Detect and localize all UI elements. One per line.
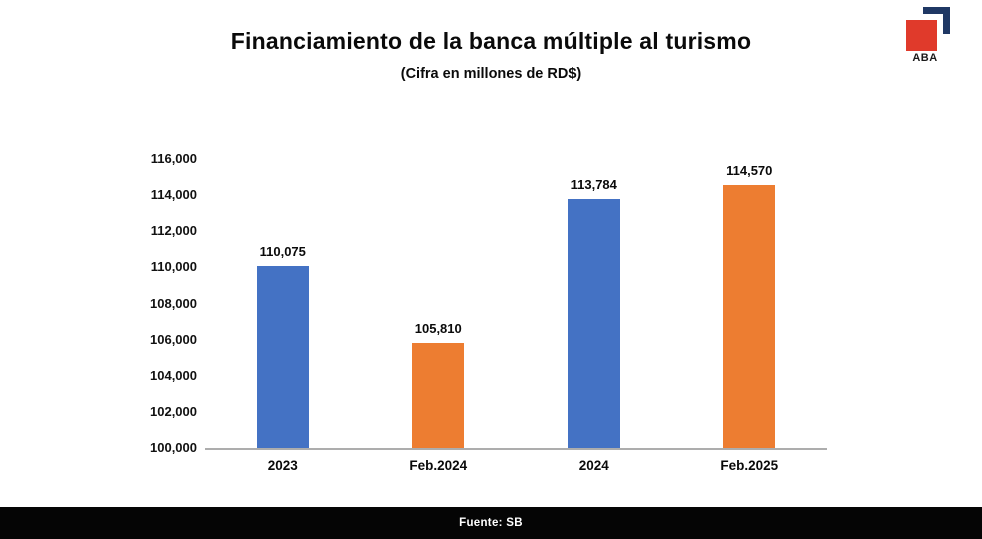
bar-slot: 110,075: [205, 159, 361, 448]
bar-value-label: 110,075: [259, 244, 306, 260]
plot-area: 110,075 105,810 113,784 114,570: [205, 159, 827, 450]
aba-logo-mark-icon: [906, 7, 950, 51]
x-tick-label: Feb.2024: [409, 458, 468, 473]
y-tick-label: 114,000: [150, 187, 197, 203]
aba-logo: ABA: [906, 7, 952, 65]
y-axis: 116,000 114,000 112,000 110,000 108,000 106,0…: [0, 0, 197, 539]
bar-slot: 105,810: [361, 159, 517, 448]
x-tick-label: Feb.2025: [720, 458, 779, 473]
x-axis-labels: 2023 Feb.2024 2024 Feb.2025: [205, 458, 827, 473]
source-label: Fuente: SB: [459, 517, 523, 529]
bar-slot: 113,784: [516, 159, 672, 448]
x-tick-label: 2024: [578, 458, 609, 473]
bar-value-label: 114,570: [726, 162, 773, 178]
y-tick-label: 102,000: [150, 403, 197, 419]
chart-subtitle: (Cifra en millones de RD$): [400, 66, 582, 82]
y-tick-label: 112,000: [150, 223, 197, 239]
aba-logo-text: ABA: [912, 52, 938, 64]
y-tick-label: 110,000: [150, 259, 197, 275]
bar-slot: 114,570: [672, 159, 828, 448]
bars-container: 110,075 105,810 113,784 114,570: [205, 159, 827, 448]
footer-bar: Fuente: SB: [0, 507, 982, 539]
logo-red-square-icon: [906, 20, 937, 51]
bar-2023: 110,075: [256, 244, 309, 448]
bar-2024: 113,784: [567, 177, 620, 448]
bar-Feb.2024: 105,810: [412, 321, 465, 448]
bar-value-label: 105,810: [414, 321, 462, 337]
y-tick-label: 108,000: [150, 295, 197, 311]
bar-value-label: 113,784: [570, 177, 617, 193]
y-tick-label: 104,000: [150, 367, 197, 383]
bar-Feb.2025: 114,570: [723, 163, 776, 448]
chart-title: Financiamiento de la banca múltiple al t…: [230, 28, 752, 54]
y-tick-label: 100,000: [150, 440, 197, 455]
x-tick-label: 2023: [267, 458, 298, 473]
y-tick-label: 116,000: [150, 151, 197, 166]
y-tick-label: 106,000: [150, 331, 197, 347]
